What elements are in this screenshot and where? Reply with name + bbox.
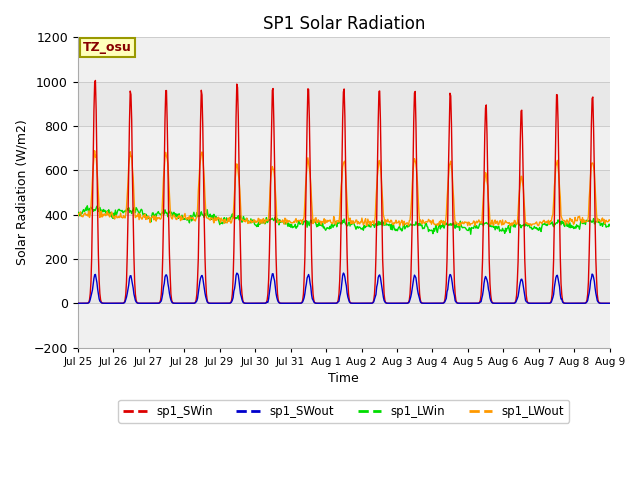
sp1_SWin (74, 300, 81, 306)
Title: SP1 Solar Radiation: SP1 Solar Radiation (262, 15, 425, 33)
X-axis label: Time: Time (328, 372, 359, 385)
sp1_LWout (91, 148, 99, 154)
sp1_SWout (138, 300, 146, 306)
sp1_LWin (83, 203, 91, 209)
Bar (77, 303, 610, 348)
Bar (77, 126, 610, 170)
sp1_SWout (500, 300, 508, 306)
sp1_SWin (83, 300, 91, 306)
sp1_SWin (139, 300, 147, 306)
sp1_LWin (409, 222, 417, 228)
sp1_SWin (409, 164, 417, 169)
sp1_LWin (221, 220, 228, 226)
sp1_LWin (193, 210, 201, 216)
sp1_SWin (221, 300, 228, 306)
sp1_SWin (606, 300, 614, 306)
sp1_SWin (425, 300, 433, 306)
sp1_LWout (74, 214, 81, 219)
Line: sp1_SWout: sp1_SWout (77, 273, 610, 303)
sp1_LWin (74, 211, 81, 216)
Text: TZ_osu: TZ_osu (83, 41, 132, 54)
sp1_SWout (409, 280, 417, 286)
Line: sp1_SWin: sp1_SWin (77, 81, 610, 303)
sp1_SWin (500, 300, 508, 306)
sp1_SWin (193, 291, 201, 297)
sp1_LWin (139, 211, 147, 217)
sp1_SWout (74, 300, 81, 306)
sp1_LWout (426, 217, 433, 223)
Line: sp1_LWout: sp1_LWout (77, 151, 610, 226)
Bar (77, 37, 610, 82)
sp1_LWout (410, 160, 417, 166)
sp1_LWout (193, 215, 201, 221)
sp1_SWout (192, 299, 200, 305)
sp1_SWout (606, 300, 614, 306)
Y-axis label: Solar Radiation (W/m2): Solar Radiation (W/m2) (15, 120, 28, 265)
sp1_LWout (83, 212, 91, 217)
sp1_LWin (84, 206, 92, 212)
sp1_LWin (606, 223, 614, 228)
sp1_LWout (221, 216, 228, 222)
sp1_LWout (606, 217, 614, 223)
sp1_LWout (139, 214, 147, 220)
sp1_SWin (92, 78, 99, 84)
sp1_SWout (220, 300, 228, 306)
Legend: sp1_SWin, sp1_SWout, sp1_LWin, sp1_LWout: sp1_SWin, sp1_SWout, sp1_LWin, sp1_LWout (118, 400, 569, 422)
sp1_LWin (425, 228, 433, 234)
sp1_SWout (425, 300, 433, 306)
sp1_LWin (467, 231, 474, 237)
sp1_SWout (83, 300, 91, 306)
sp1_LWout (364, 223, 371, 228)
Bar (77, 215, 610, 259)
Line: sp1_LWin: sp1_LWin (77, 206, 610, 234)
sp1_SWout (340, 270, 348, 276)
